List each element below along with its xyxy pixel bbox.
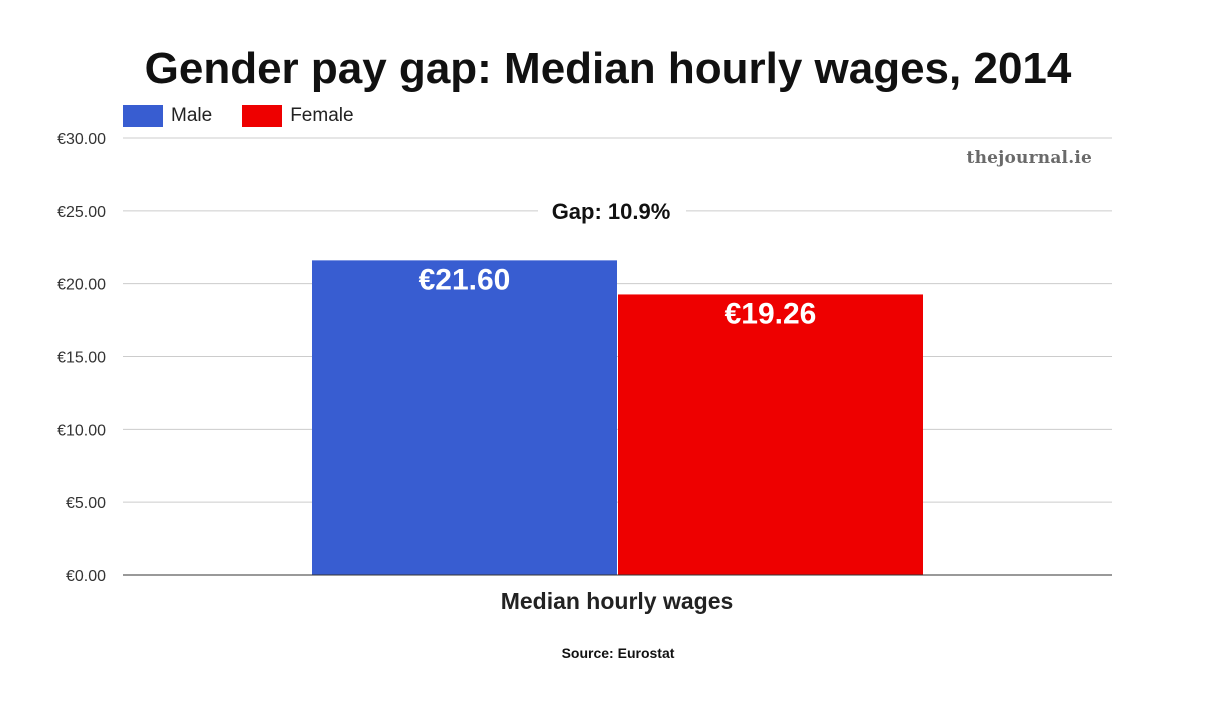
legend-label-male: Male xyxy=(171,105,213,126)
gap-annotation: Gap: 10.9% xyxy=(552,199,671,224)
bar-male xyxy=(312,260,617,575)
y-tick-label: €15.00 xyxy=(57,350,106,367)
legend-label-female: Female xyxy=(290,105,354,126)
y-tick-label: €10.00 xyxy=(57,422,106,439)
source-note: Source: Eurostat xyxy=(561,645,675,661)
x-category-label: Median hourly wages xyxy=(500,588,734,614)
legend-swatch-female xyxy=(242,105,283,127)
legend-swatch-male xyxy=(123,105,163,127)
data-label: €21.60 xyxy=(419,263,511,296)
chart-title: Gender pay gap: Median hourly wages, 201… xyxy=(144,44,1072,93)
bar-female xyxy=(618,294,923,575)
y-tick-label: €5.00 xyxy=(66,495,106,512)
watermark-logo: thejournal.ie xyxy=(966,148,1092,168)
data-label: €19.26 xyxy=(725,297,817,330)
annotation-background xyxy=(538,196,686,225)
y-tick-label: €30.00 xyxy=(57,131,106,148)
legend-item-female[interactable]: Female xyxy=(242,105,354,127)
y-tick-label: €0.00 xyxy=(66,568,106,585)
legend: Male Female xyxy=(123,104,384,128)
legend-item-male[interactable]: Male xyxy=(123,105,212,127)
y-tick-label: €25.00 xyxy=(57,204,106,221)
y-tick-label: €20.00 xyxy=(57,277,106,294)
